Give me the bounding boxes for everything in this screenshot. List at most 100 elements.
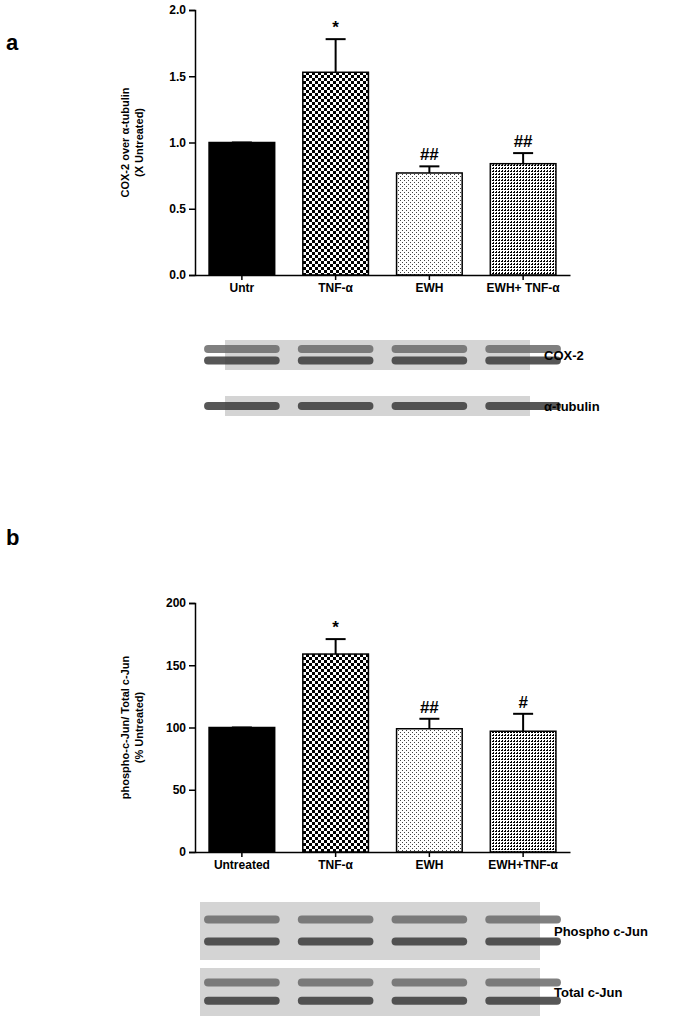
blot-band [392, 356, 468, 364]
tick-label: 1.5 [169, 70, 186, 84]
error-cap [326, 38, 346, 40]
blot-band [298, 978, 374, 986]
plot-area [209, 639, 556, 852]
tick-label: 150 [166, 659, 186, 673]
error-bar [513, 714, 533, 731]
panel: a 0.0 0.5 1.0 1.5 2.0 Untr TNF-α EWH EWH+ TNF-α CO… [6, 3, 600, 416]
error-cap [513, 713, 533, 715]
bar [397, 729, 463, 852]
blot-band [298, 937, 374, 945]
figure: a 0.0 0.5 1.0 1.5 2.0 Untr TNF-α EWH EWH+ TNF-α CO… [0, 0, 674, 1023]
tick-label: 50 [173, 783, 187, 797]
panel-letter: b [6, 525, 19, 550]
tick: 100 [166, 721, 195, 735]
tick: TNF-α [318, 275, 353, 295]
blot-band [485, 978, 561, 986]
tick-label: 0.5 [169, 202, 186, 216]
annotation: ## [420, 145, 439, 164]
error-bar [513, 153, 533, 164]
error-stem [522, 153, 524, 164]
blot [200, 902, 561, 960]
tick-label: EWH+ TNF-α [487, 281, 561, 295]
blot [204, 396, 561, 416]
panel-letter: a [6, 30, 19, 55]
y-axis: 0.0 0.5 1.0 1.5 2.0 [169, 3, 195, 282]
tick: 1.0 [169, 136, 195, 150]
tick: Untreated [214, 852, 270, 872]
tick-mark [429, 275, 431, 280]
tick-label: 0 [179, 845, 186, 859]
blot-band [298, 997, 374, 1005]
tick: 0.0 [169, 268, 195, 282]
error-bar [326, 639, 346, 654]
tick-mark [189, 10, 195, 12]
tick-label: EWH+TNF-α [488, 858, 558, 872]
blot-band [392, 402, 468, 410]
y-axis: 0 50 100 150 200 [166, 596, 196, 859]
blot-band [204, 997, 280, 1005]
bar [397, 173, 463, 275]
y-axis-title: phospho-c-Jun/ Total c-Jun(% Untreated) [119, 656, 145, 800]
tick-label: Untreated [214, 858, 270, 872]
annotation: # [518, 693, 528, 712]
tick-mark [189, 275, 195, 277]
tick-mark [189, 852, 195, 854]
axis-line [196, 852, 571, 854]
blot-band [204, 402, 280, 410]
tick-mark [241, 852, 243, 857]
error-cap [232, 727, 252, 729]
error-bar [326, 39, 346, 72]
error-cap [326, 638, 346, 640]
tick-label: 1.0 [169, 136, 186, 150]
tick-mark [429, 852, 431, 857]
blot-band [485, 915, 561, 923]
blot-band [392, 937, 468, 945]
tick: 0 [179, 845, 195, 859]
tick: Untr [230, 275, 255, 295]
tick-mark [189, 76, 195, 78]
blot-band [204, 915, 280, 923]
tick-mark [189, 209, 195, 211]
blot-band [298, 356, 374, 364]
tick-mark [241, 275, 243, 280]
error-stem [335, 639, 337, 654]
tick: EWH+TNF-α [488, 852, 558, 872]
annotation: * [332, 18, 339, 37]
plot-area [209, 39, 556, 275]
tick: EWH+ TNF-α [487, 275, 561, 295]
axis-line [189, 11, 196, 276]
blot-background [200, 968, 540, 1016]
error-cap [419, 718, 439, 720]
annotation: ## [420, 698, 439, 717]
x-axis: Untr TNF-α EWH EWH+ TNF-α [196, 275, 571, 295]
bar [209, 728, 275, 853]
bar [303, 72, 369, 275]
tick: EWH [415, 275, 443, 295]
tick-mark [335, 852, 337, 857]
axis-line [196, 275, 571, 277]
blot-band [204, 356, 280, 364]
error-stem [335, 39, 337, 72]
tick-label: 200 [166, 596, 186, 610]
tick: 0.5 [169, 202, 195, 216]
tick-label: Untr [230, 281, 255, 295]
blot-band [298, 345, 374, 353]
blot-band [204, 345, 280, 353]
y-axis-title: COX-2 over α-tubulin(X Untreated) [119, 87, 145, 197]
blot-band [298, 915, 374, 923]
blot [200, 968, 561, 1016]
tick: 150 [166, 659, 195, 673]
annotation: * [332, 618, 339, 637]
error-bar [419, 166, 439, 173]
axis-line [189, 604, 196, 853]
blot-label: α-tubulin [544, 399, 600, 414]
tick: TNF-α [318, 852, 353, 872]
blot-band [485, 937, 561, 945]
blot-band [204, 978, 280, 986]
error-cap [232, 142, 252, 144]
tick-label: EWH [415, 858, 443, 872]
y-axis-title-line: phospho-c-Jun/ Total c-Jun [119, 656, 131, 800]
bar [209, 143, 275, 276]
blot-label: COX-2 [544, 348, 584, 363]
tick-label: 2.0 [169, 3, 186, 17]
